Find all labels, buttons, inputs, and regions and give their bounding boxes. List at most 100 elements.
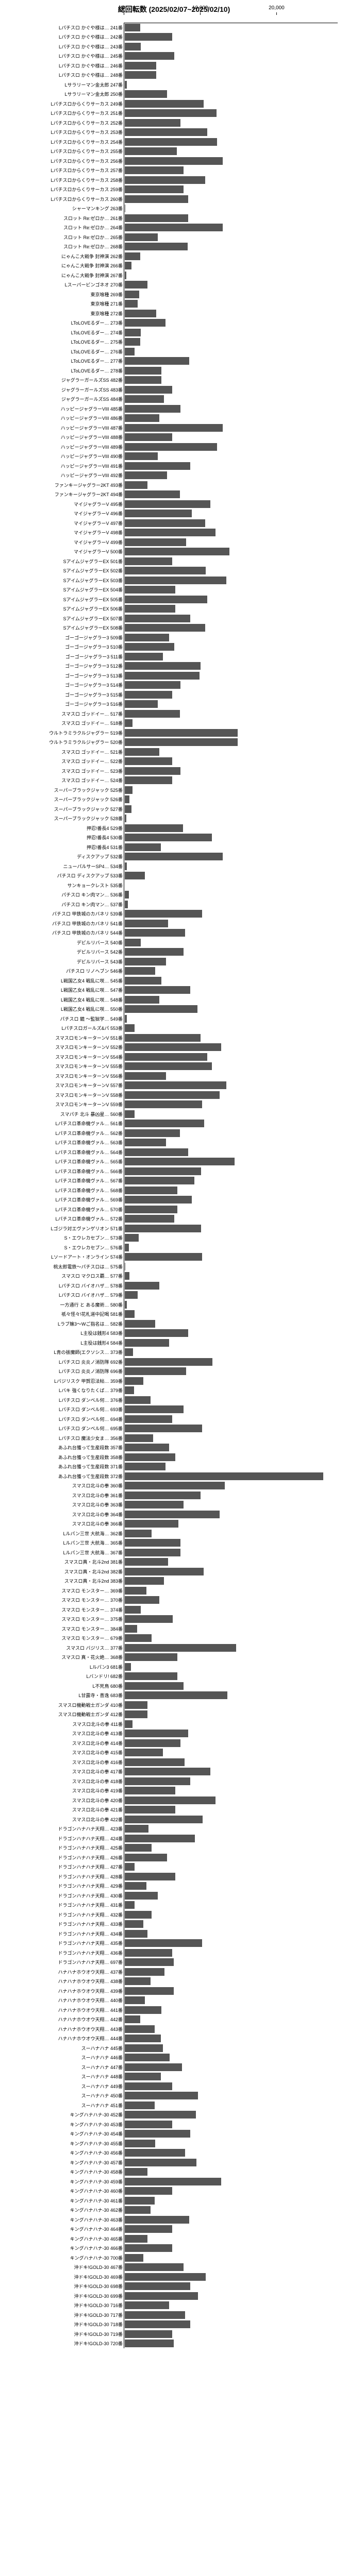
bar-row: スロット Re:ゼロか… 268番	[0, 242, 338, 252]
bar	[125, 719, 132, 727]
bar	[125, 1539, 180, 1547]
bar	[125, 729, 238, 737]
bar-row: ゴーゴージャグラー3 513番	[0, 671, 338, 681]
bar-row: Lパチスロ革命機ヴァル… 561番	[0, 1119, 338, 1129]
bar-label: Lパチスロガールズ&パ 553番	[0, 1025, 125, 1031]
bar-row: デビルリバース 540番	[0, 938, 338, 947]
bar-label: L主役は銭形4 584番	[0, 1340, 125, 1346]
bar-row: Lルパン三世 大航海… 367番	[0, 1548, 338, 1557]
bar-row: 祇々怪々!花札道中記喝 581番	[0, 1310, 338, 1319]
bar-row: Lパチスロ かぐや様は… 245番	[0, 52, 338, 61]
bar	[125, 128, 207, 136]
bar	[125, 1825, 148, 1833]
bar-label: スロット Re:ゼロか… 264番	[0, 224, 125, 231]
bar-row: ゴーゴージャグラー3 516番	[0, 700, 338, 709]
bar	[125, 1482, 225, 1489]
bar-label: Lパチスロからくりサーカス 252番	[0, 120, 125, 126]
bar-label: スロット Re:ゼロか… 265番	[0, 234, 125, 241]
bar-row: スマスロ真・北斗2nd 383番	[0, 1577, 338, 1586]
bar-label: スマスロ機動戦士ガンダ 412番	[0, 1711, 125, 1718]
bar-label: キングハナハナ-30 459番	[0, 2178, 125, 2185]
bar-label: L戦国乙女4 戦乱に咲… 548番	[0, 996, 125, 1003]
bar	[125, 977, 161, 985]
bar	[125, 1492, 201, 1499]
bar-row: ドラゴンハナハナ天翔… 426番	[0, 1853, 338, 1862]
bar-row: スマスロモンキーターンV 551番	[0, 1033, 338, 1043]
bar-label: スマスロ ゴッドイー… 524番	[0, 777, 125, 784]
bar	[125, 672, 200, 680]
bar-row: ディスクアップ 532番	[0, 852, 338, 862]
bar	[125, 653, 163, 660]
bar	[125, 958, 166, 965]
bar-label: にゃんこ大戦争 封神演 262番	[0, 253, 125, 260]
bar	[125, 872, 145, 879]
bar-row: あふれ台獲って生産段数 371番	[0, 1462, 338, 1472]
bar-row: L主役は銭形4 583番	[0, 1329, 338, 1338]
bar-label: ハナハナホウオウ天翔… 443番	[0, 2026, 125, 2032]
bar-label: パチスロ 甲鉄城のカバネリ 539番	[0, 910, 125, 917]
bar-row: パチスロ 甲鉄城のカバネリ 541番	[0, 919, 338, 928]
bar-label: あふれ台獲って生産段数 358番	[0, 1454, 125, 1461]
bar-row: L戦国乙女4 戦乱に咲… 550番	[0, 1005, 338, 1014]
bar-row: スマスロモンキーターンV 557番	[0, 1081, 338, 1091]
bar	[125, 2063, 182, 2071]
bar-row: キングハナハナ-30 700番	[0, 2253, 338, 2263]
bar-label: L戦国乙女4 戦乱に咲… 547番	[0, 987, 125, 993]
bar	[125, 2054, 170, 2061]
bar	[125, 1549, 180, 1556]
bar	[125, 1653, 177, 1661]
bar-label: ジャグラーガールズSS 482番	[0, 377, 125, 383]
bar-label: ハナハナホウオウ天翔… 442番	[0, 2016, 125, 2023]
bar	[125, 1053, 207, 1061]
bar	[125, 1253, 202, 1261]
bar	[125, 2320, 190, 2328]
bar	[125, 1463, 165, 1470]
bar-row: 沖ドキ!GOLD-30 716番	[0, 2301, 338, 2311]
bar-label: スマスロモンキーターンV 551番	[0, 1035, 125, 1041]
bar-label: にゃんこ大戦争 封神演 266番	[0, 262, 125, 269]
bar	[125, 1930, 147, 1938]
bar-label: あふれ台獲って生産段数 372番	[0, 1473, 125, 1480]
bar	[125, 2140, 155, 2147]
bar-row: 東京喰種 269番	[0, 290, 338, 299]
bar	[125, 1167, 201, 1175]
bar-label: Lパチスロからくりサーカス 253番	[0, 129, 125, 135]
bar-row: ゴーゴージャグラー3 515番	[0, 690, 338, 700]
bar-row: ハッピージャグラーVIII 489番	[0, 442, 338, 452]
bar-label: スマスロ ゴッドイー… 522番	[0, 758, 125, 765]
bar-row: スマパチ 北斗 暴凶星… 560番	[0, 1109, 338, 1119]
bar-row: Lルパン3 681番	[0, 1662, 338, 1672]
bar-row: Lパチスロからくりサーカス 251番	[0, 109, 338, 118]
bar-row: Lパチスロ革命機ヴァル… 565番	[0, 1157, 338, 1167]
bar	[125, 1720, 132, 1728]
bar	[125, 1987, 174, 1995]
bar-row: スーハナハナ 450番	[0, 2091, 338, 2101]
bar-label: スマスロ モンスター… 679番	[0, 1635, 125, 1641]
bar	[125, 2197, 155, 2205]
bar-label: Lパチスロ革命機ヴァル… 561番	[0, 1120, 125, 1127]
bar-label: ハナハナホウオウ天翔… 438番	[0, 1978, 125, 1985]
bar	[125, 824, 183, 832]
bar-label: ゴーゴージャグラー3 513番	[0, 672, 125, 679]
bar-row: キングハナハナ-30 459番	[0, 2177, 338, 2187]
bar-row: スーハナハナ 447番	[0, 2062, 338, 2072]
bar-row: Lパチスロ革命機ヴァル… 562番	[0, 1128, 338, 1138]
bar-row: スロット Re:ゼロか… 264番	[0, 223, 338, 233]
bar	[125, 1768, 210, 1775]
bar	[125, 853, 223, 860]
bar	[125, 1472, 323, 1480]
bar	[125, 776, 172, 784]
bar	[125, 634, 169, 641]
bar	[125, 662, 201, 670]
bar-label: スマスロ モンスター… 374番	[0, 1606, 125, 1613]
bar-label: スーハナハナ 450番	[0, 2092, 125, 2099]
bar-label: 沖ドキ!GOLD-30 719番	[0, 2331, 125, 2337]
bar-label: キングハナハナ-30 460番	[0, 2188, 125, 2194]
bar-row: ジャグラーガールズSS 482番	[0, 376, 338, 385]
bar-label: Lパチスロ かぐや様は… 248番	[0, 72, 125, 78]
bar	[125, 2130, 190, 2138]
x-tick-label: 20,000	[269, 5, 285, 11]
bar-label: ハッピージャグラーVIII 485番	[0, 405, 125, 412]
bar-row: スマスロ ゴッドイー… 518番	[0, 719, 338, 728]
bar-label: マイジャグラーV 498番	[0, 529, 125, 536]
